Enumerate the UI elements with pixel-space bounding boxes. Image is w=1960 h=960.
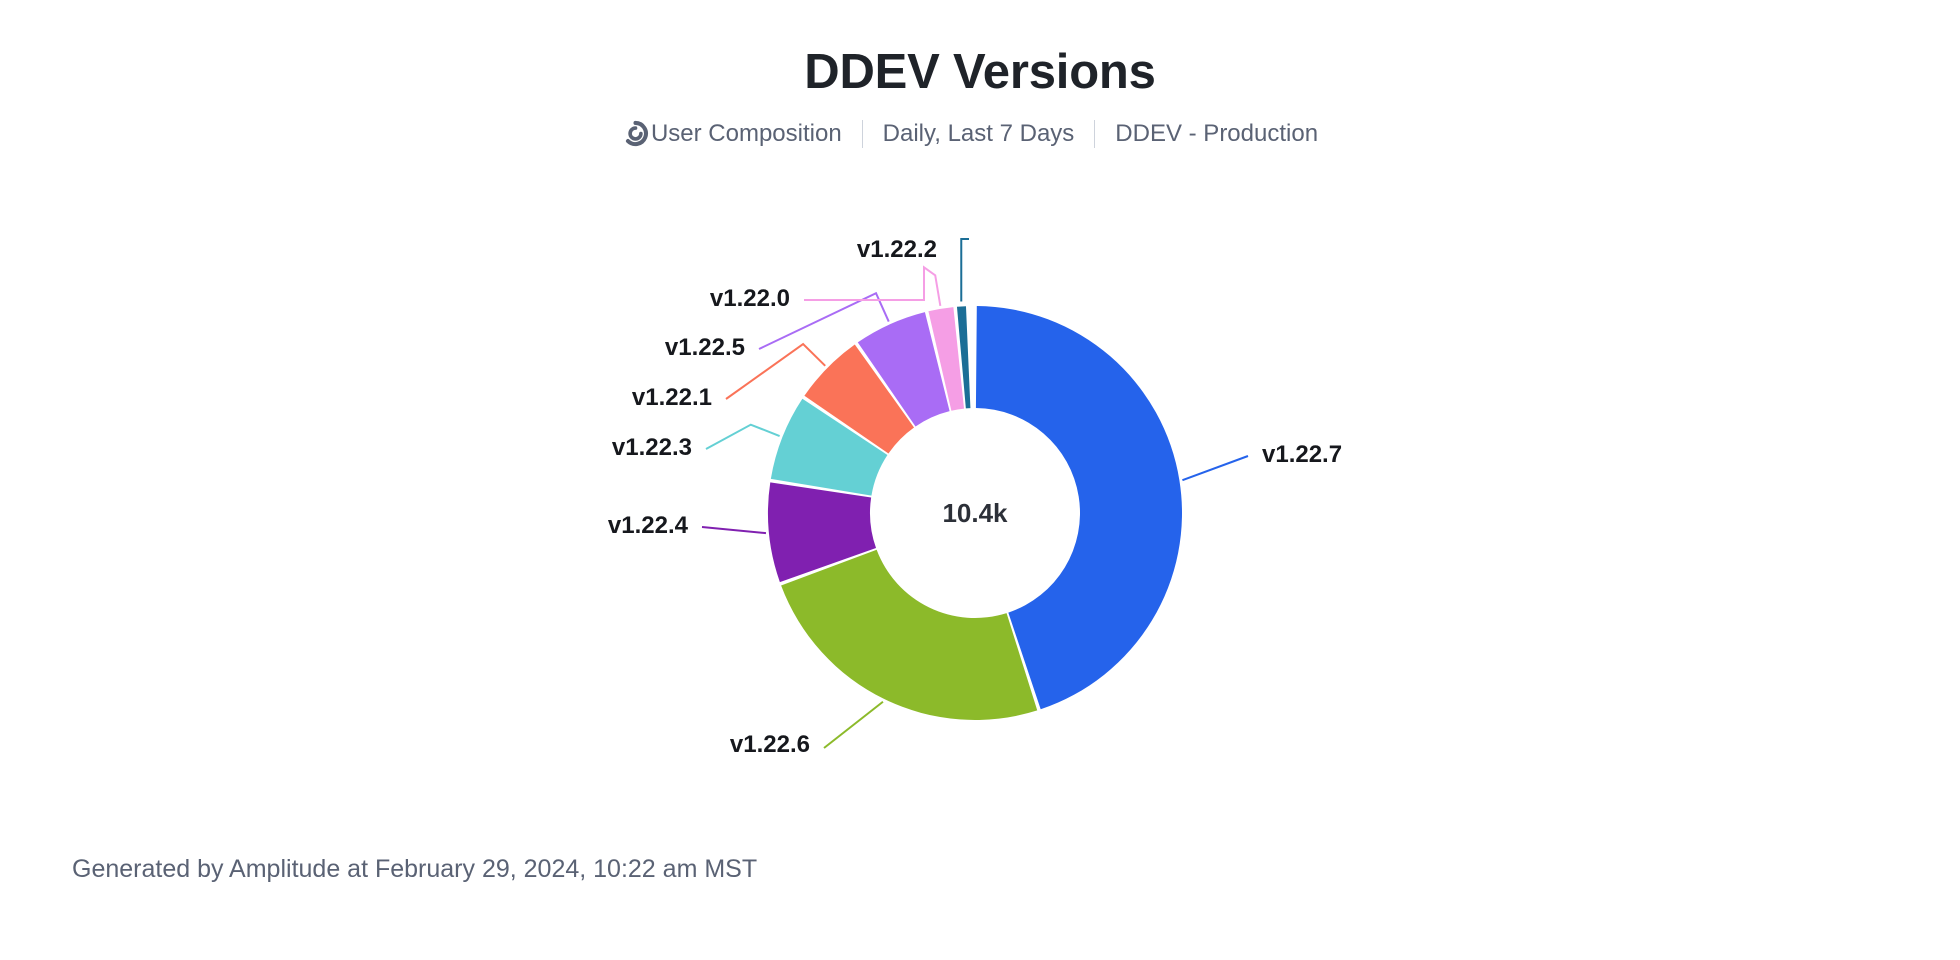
leader-line-v1-22-6 <box>823 700 884 749</box>
leader-line-v1-22-1 <box>725 342 826 400</box>
slice-label-v1-22-2[interactable]: v1.22.2 <box>857 236 937 263</box>
donut-slice-v1-22-7[interactable] <box>975 306 1182 710</box>
center-total-value: 10.4k <box>942 498 1008 528</box>
subtitle-segment-metric: User Composition <box>622 120 862 147</box>
leader-line-v1-22-2 <box>960 238 969 302</box>
donut-slice-v1-22-0[interactable] <box>928 307 965 411</box>
donut-slice-v1-22-6[interactable] <box>781 549 1038 720</box>
leader-line-v1-22-4 <box>701 526 767 535</box>
donut-slices-group <box>768 306 1182 720</box>
donut-slice-v1-22-2[interactable] <box>956 306 971 409</box>
slice-label-v1-22-7[interactable]: v1.22.7 <box>1262 441 1342 468</box>
subtitle-metric-label: User Composition <box>650 119 842 147</box>
slice-label-v1-22-5[interactable]: v1.22.5 <box>665 334 745 361</box>
leader-line-v1-22-5 <box>758 291 890 350</box>
subtitle-segment-project: DDEV - Production <box>1095 119 1338 147</box>
slice-labels-group: v1.22.7 v1.22.6 v1.22.4 v1.22.3 v1.22.1 v1.22… <box>608 236 1342 758</box>
leader-line-v1-22-7 <box>1182 455 1249 482</box>
subtitle-row: User Composition Daily, Last 7 Days DDEV… <box>0 119 1960 148</box>
donut-chart-icon <box>622 120 649 147</box>
subtitle-divider-1 <box>861 119 863 148</box>
subtitle-segment-interval: Daily, Last 7 Days <box>863 119 1095 147</box>
donut-slice-v1-22-5[interactable] <box>857 312 950 427</box>
donut-slice-v1-22-3[interactable] <box>770 398 888 496</box>
subtitle-divider-2 <box>1094 119 1096 148</box>
subtitle-interval-label: Daily, Last 7 Days <box>882 119 1075 147</box>
leader-lines-group <box>701 238 1249 749</box>
chart-header: DDEV Versions User Composition Daily, La… <box>0 0 1960 148</box>
donut-slice-v1-22-4[interactable] <box>768 482 877 583</box>
footer-generated-by: Generated by Amplitude at February 29, 2… <box>72 855 758 883</box>
slice-label-v1-22-6[interactable]: v1.22.6 <box>730 731 810 758</box>
slice-label-v1-22-1[interactable]: v1.22.1 <box>632 384 712 411</box>
slice-label-v1-22-4[interactable]: v1.22.4 <box>608 512 689 539</box>
leader-line-v1-22-0 <box>804 265 942 307</box>
page-title: DDEV Versions <box>804 45 1156 99</box>
donut-slice-v1-22-1[interactable] <box>804 344 915 454</box>
leader-line-v1-22-3 <box>705 423 780 450</box>
subtitle-project-label: DDEV - Production <box>1115 119 1319 147</box>
slice-label-v1-22-3[interactable]: v1.22.3 <box>612 434 692 461</box>
slice-label-v1-22-0[interactable]: v1.22.0 <box>710 285 790 312</box>
